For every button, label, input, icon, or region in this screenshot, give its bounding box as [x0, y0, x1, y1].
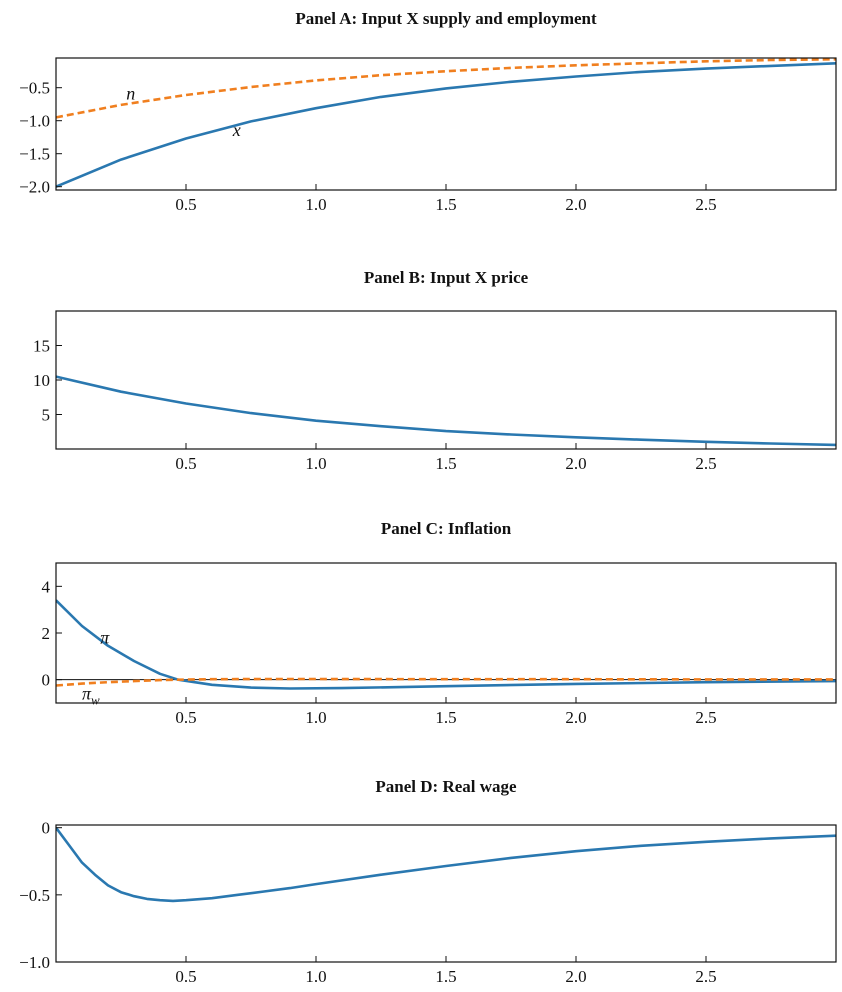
x-tick-label: 2.0 [565, 454, 586, 473]
x-tick-label: 2.0 [565, 708, 586, 727]
y-tick-label: 0 [42, 671, 51, 690]
series-label: n [126, 84, 135, 104]
x-tick-label: 0.5 [175, 454, 196, 473]
x-tick-label: 1.5 [435, 454, 456, 473]
x-tick-label: 1.0 [305, 195, 326, 214]
x-tick-label: 0.5 [175, 708, 196, 727]
panel-title: Panel B: Input X price [364, 268, 529, 287]
x-tick-label: 1.5 [435, 967, 456, 986]
series-line-curve [56, 375, 836, 447]
y-tick-label: 4 [42, 577, 51, 596]
y-tick-label: 5 [42, 406, 51, 425]
x-tick-label: 0.5 [175, 195, 196, 214]
plot-frame [55, 824, 837, 963]
x-tick-label: 1.0 [305, 708, 326, 727]
x-tick-label: 2.5 [695, 708, 716, 727]
y-tick-label: −1.5 [19, 145, 50, 164]
series-line-x [56, 62, 836, 188]
x-tick-label: 2.0 [565, 967, 586, 986]
x-tick-label: 1.5 [435, 708, 456, 727]
panel-d: Panel D: Real wage 0.5 1.0 1.5 2.0 2.5 0 −0.5 −1… [19, 777, 837, 986]
x-tick-label: 2.5 [695, 967, 716, 986]
y-tick-label: 2 [42, 624, 51, 643]
series-line-n [56, 58, 836, 119]
y-tick-label: −2.0 [19, 178, 50, 197]
y-tick-label: −0.5 [19, 886, 50, 905]
y-tick-label: −1.0 [19, 112, 50, 131]
panel-title: Panel C: Inflation [381, 519, 512, 538]
panel-title: Panel A: Input X supply and employment [295, 9, 597, 28]
series-label: πw [82, 684, 100, 708]
series-line-pi [56, 599, 836, 690]
x-tick-label: 2.0 [565, 195, 586, 214]
panel-b: Panel B: Input X price 0.5 1.0 1.5 2.0 2.5 15 1… [33, 268, 837, 473]
series-line-curve [56, 826, 836, 903]
plot-frame [55, 57, 837, 191]
x-tick-label: 0.5 [175, 967, 196, 986]
x-tick-label: 2.5 [695, 195, 716, 214]
plot-frame [55, 310, 837, 450]
panel-c: Panel C: Inflation 0.5 1.0 1.5 2.0 2.5 4 2 0 π πw [42, 519, 837, 727]
y-tick-label: 10 [33, 371, 50, 390]
x-tick-label: 2.5 [695, 454, 716, 473]
series-label: π [100, 628, 110, 648]
x-tick-label: 1.0 [305, 967, 326, 986]
panel-title: Panel D: Real wage [375, 777, 517, 796]
series-label: x [232, 120, 241, 140]
y-tick-label: −1.0 [19, 953, 50, 972]
x-tick-label: 1.0 [305, 454, 326, 473]
panel-a: Panel A: Input X supply and employment 0.… [19, 9, 837, 214]
y-tick-label: 0 [42, 819, 51, 838]
y-tick-label: 15 [33, 337, 50, 356]
y-tick-label: −0.5 [19, 79, 50, 98]
x-tick-label: 1.5 [435, 195, 456, 214]
series-line-w [56, 677, 836, 687]
